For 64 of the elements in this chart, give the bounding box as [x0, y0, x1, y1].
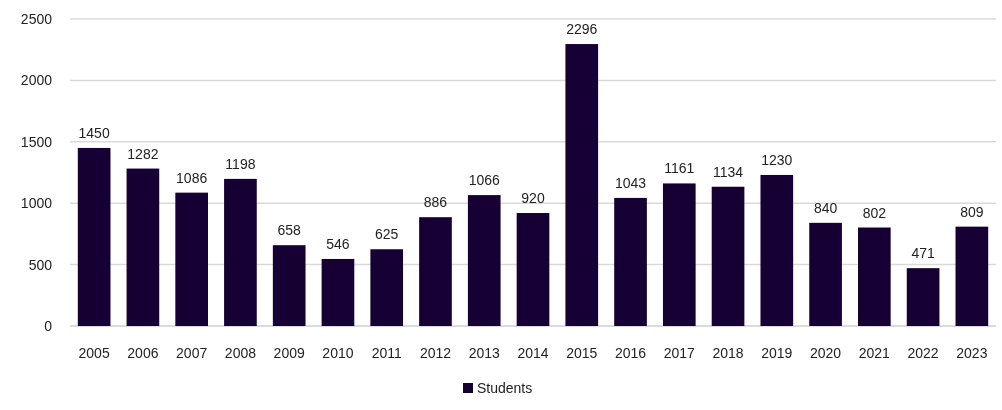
bar	[565, 44, 599, 326]
data-label: 1282	[127, 145, 159, 162]
bar	[272, 245, 306, 326]
x-tick-label: 2011	[371, 345, 402, 361]
x-tick-label: 2016	[614, 345, 647, 361]
bar	[467, 195, 501, 326]
x-tick-label: 2015	[566, 345, 598, 361]
data-label: 802	[862, 204, 887, 221]
x-tick-label: 2022	[907, 345, 939, 361]
y-tick-label: 2500	[20, 11, 53, 27]
y-tick-label: 0	[44, 318, 53, 334]
bar	[760, 174, 794, 326]
legend-label: Students	[477, 380, 533, 396]
x-tick-label: 2012	[419, 345, 452, 361]
bar	[809, 222, 842, 326]
data-label: 625	[375, 226, 399, 243]
data-label: 1450	[78, 124, 110, 141]
data-label: 920	[521, 190, 545, 207]
y-tick-label: 1000	[20, 195, 53, 212]
data-label: 1086	[176, 169, 208, 186]
data-label: 1230	[761, 151, 793, 168]
data-label: 471	[911, 245, 935, 262]
y-tick-label: 2000	[20, 72, 53, 89]
data-label: 809	[960, 203, 984, 220]
bar	[516, 213, 550, 326]
y-tick-label: 1500	[20, 133, 53, 150]
x-tick-label: 2021	[858, 345, 891, 361]
x-tick-label: 2009	[273, 345, 305, 361]
x-tick-label: 2005	[78, 345, 110, 361]
bar	[662, 183, 696, 326]
data-label: 658	[277, 222, 302, 239]
x-tick-label: 2018	[712, 345, 744, 361]
bar	[126, 168, 160, 326]
x-tick-label: 2006	[127, 345, 159, 361]
data-label: 1198	[225, 155, 256, 172]
bar	[77, 147, 111, 326]
bar	[419, 217, 452, 326]
data-label: 840	[813, 199, 838, 216]
x-tick-label: 2020	[810, 345, 842, 361]
bar	[858, 227, 891, 326]
data-label: 886	[423, 194, 448, 211]
bar	[906, 268, 940, 326]
data-label: 2296	[566, 21, 598, 38]
x-tick-label: 2017	[663, 345, 696, 361]
bar	[175, 192, 208, 326]
x-tick-label: 2010	[322, 345, 354, 361]
x-tick-label: 2008	[224, 345, 257, 361]
x-tick-label: 2014	[517, 345, 549, 361]
bar	[955, 226, 989, 326]
bar	[711, 186, 745, 326]
x-tick-label: 2023	[956, 345, 988, 361]
bar	[614, 197, 647, 326]
x-tick-label: 2019	[761, 345, 793, 361]
bar	[321, 258, 355, 326]
data-label: 1134	[713, 163, 744, 180]
data-label: 1161	[664, 160, 695, 177]
data-label: 1066	[468, 172, 501, 189]
bar	[370, 249, 404, 326]
y-tick-label: 500	[28, 256, 53, 273]
x-tick-label: 2007	[176, 345, 208, 361]
bar	[224, 178, 257, 326]
data-label: 546	[326, 235, 350, 252]
x-tick-label: 2013	[468, 345, 501, 361]
data-label: 1043	[614, 174, 647, 191]
